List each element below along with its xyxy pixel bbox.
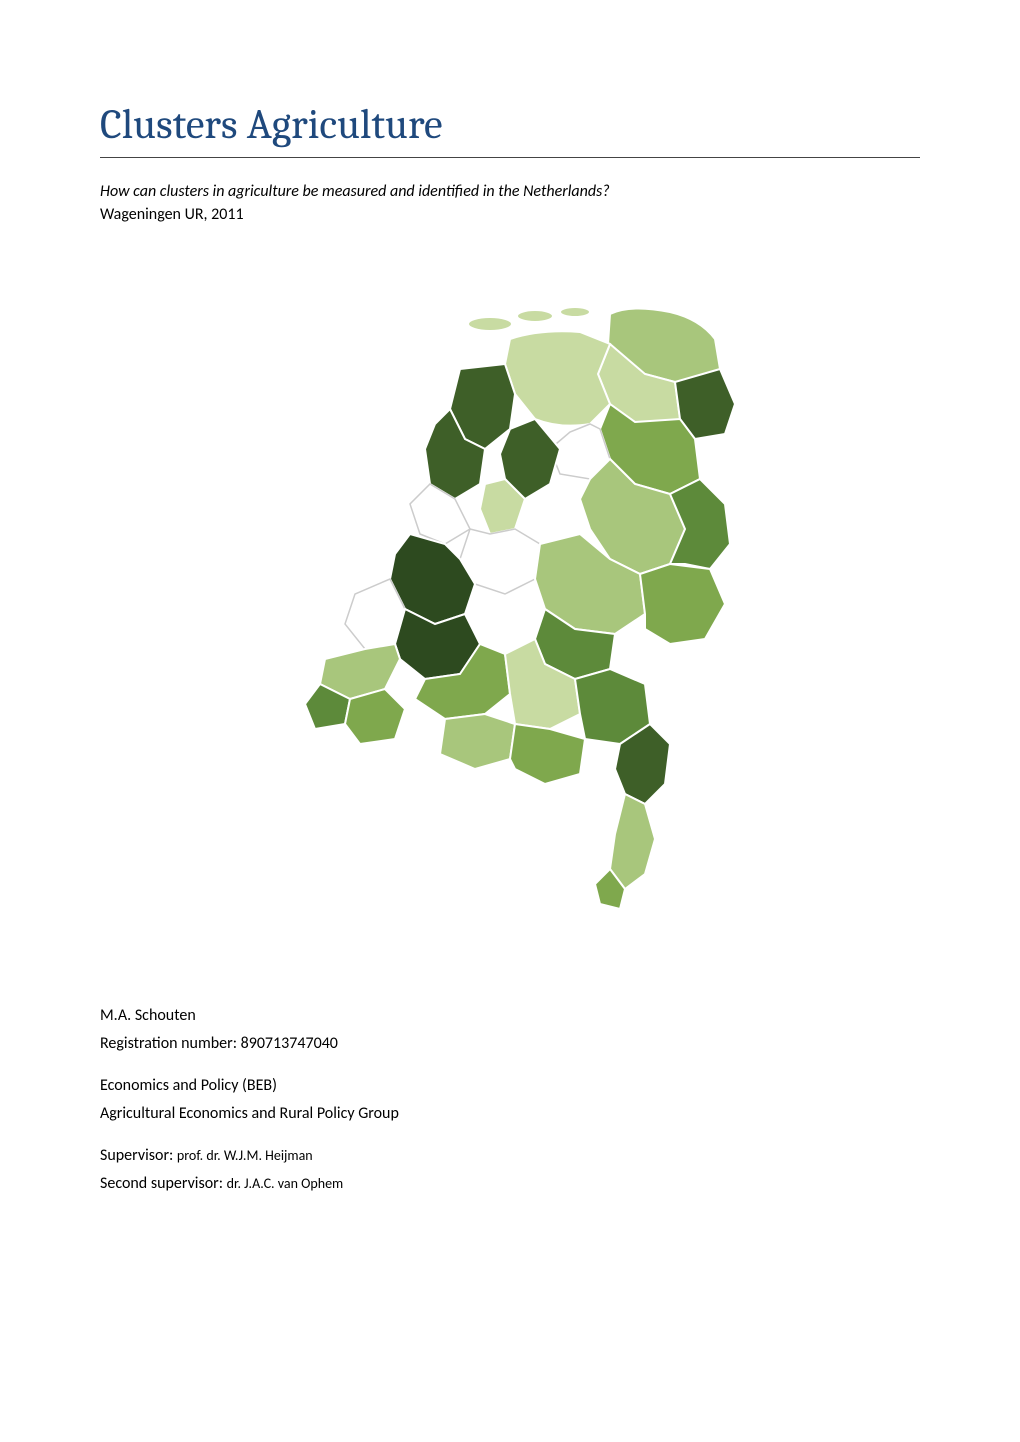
netherlands-map [250,284,770,924]
map-figure [100,284,920,924]
second-supervisor-line: Second supervisor: dr. J.A.C. van Ophem [100,1172,920,1196]
author-block: M.A. Schouten Registration number: 89071… [100,1004,920,1196]
institution-line: Wageningen UR, 2011 [100,205,920,224]
author-name: M.A. Schouten [100,1004,920,1028]
registration-line: Registration number: 890713747040 [100,1032,920,1056]
group-line: Agricultural Economics and Rural Policy … [100,1102,920,1126]
subtitle: How can clusters in agriculture be measu… [100,182,920,201]
program-line: Economics and Policy (BEB) [100,1074,920,1098]
page-title: Clusters Agriculture [100,100,920,158]
supervisor-line: Supervisor: prof. dr. W.J.M. Heijman [100,1144,920,1168]
